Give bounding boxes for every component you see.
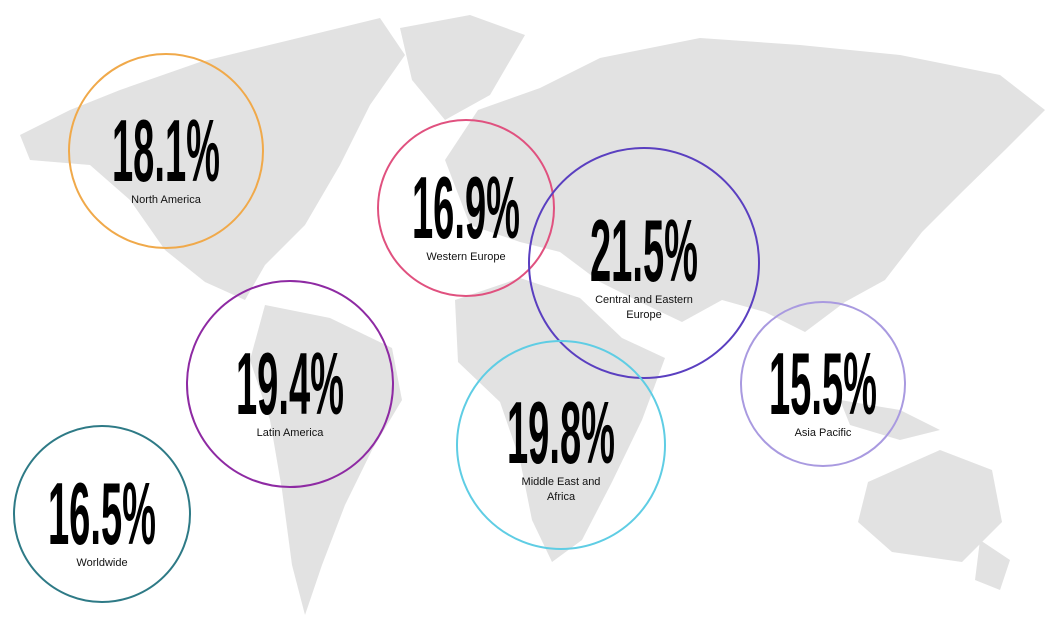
region-label: Middle East and (522, 476, 601, 488)
region-label: Africa (547, 491, 576, 503)
region-label: North America (131, 194, 202, 206)
region: 16.5%Worldwide (13, 425, 191, 603)
australia (858, 450, 1002, 562)
region-label: Europe (626, 309, 661, 321)
region-value: 16.5% (48, 464, 156, 563)
region-label: Latin America (257, 427, 325, 439)
north-america (20, 18, 405, 300)
region-circle (13, 425, 191, 603)
region: 15.5%Asia Pacific (740, 301, 906, 467)
world-map (20, 15, 1045, 615)
region-value: 16.9% (412, 158, 520, 257)
region-value: 18.1% (112, 101, 220, 200)
eurasia (445, 38, 1045, 332)
region-value: 21.5% (590, 201, 698, 300)
region-circle (456, 340, 666, 550)
africa (455, 278, 665, 562)
region: 18.1%North America (68, 53, 264, 249)
region-label: Worldwide (76, 557, 127, 569)
region-value: 15.5% (769, 334, 877, 433)
region-circles: 18.1%North America 16.9%Western Europe 21.… (13, 53, 906, 603)
region: 19.4%Latin America (186, 280, 394, 488)
region-value: 19.4% (236, 334, 344, 433)
region-label: Western Europe (426, 251, 505, 263)
region-circle (186, 280, 394, 488)
region-label: Asia Pacific (795, 427, 852, 439)
region-circle (528, 147, 760, 379)
region-circle (740, 301, 906, 467)
region: 21.5%Central and Eastern Europe (528, 147, 760, 379)
region: 19.8%Middle East and Africa (456, 340, 666, 550)
region-circle (377, 119, 555, 297)
greenland (400, 15, 525, 120)
region-value: 19.8% (507, 383, 615, 482)
region-label: Central and Eastern (595, 294, 693, 306)
islands (840, 400, 1010, 590)
south-america (250, 305, 402, 615)
region-circle (68, 53, 264, 249)
region: 16.9%Western Europe (377, 119, 555, 297)
